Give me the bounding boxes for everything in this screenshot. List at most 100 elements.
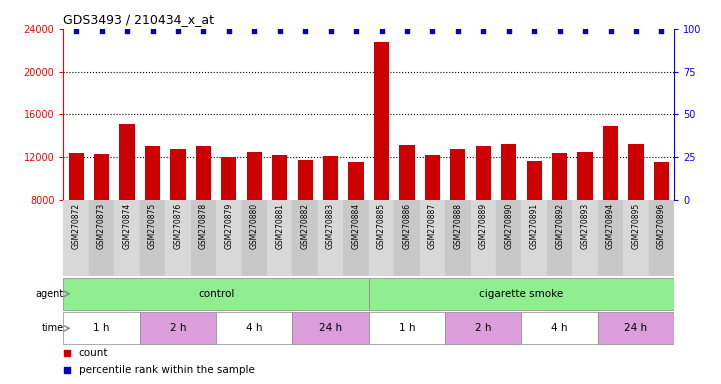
Bar [598,313,674,344]
Point [427,27,438,33]
Bar [89,200,115,276]
Bar [63,200,89,276]
Text: 4 h: 4 h [246,323,262,333]
Text: count: count [79,348,108,358]
Bar [603,126,618,200]
Point [61,350,72,356]
Text: GSM270888: GSM270888 [454,203,462,249]
Bar [471,200,496,276]
Text: percentile rank within the sample: percentile rank within the sample [79,365,255,375]
Point [223,27,234,33]
Bar [425,155,440,200]
Point [376,27,387,33]
Text: GSM270886: GSM270886 [402,203,412,249]
Text: 4 h: 4 h [552,323,568,333]
Point [528,27,540,33]
Text: GSM270889: GSM270889 [479,203,488,249]
Bar [145,146,160,200]
Bar [170,149,185,200]
Point [350,27,362,33]
Bar [190,200,216,276]
Bar [68,153,84,200]
Bar [221,157,236,200]
Bar [343,200,368,276]
Text: GSM270874: GSM270874 [123,203,131,249]
Bar [552,153,567,200]
Point [249,27,260,33]
Bar [120,124,135,200]
Bar [445,313,521,344]
Bar [628,144,644,200]
Bar [242,200,267,276]
Text: GSM270894: GSM270894 [606,203,615,249]
Bar [654,162,669,200]
Bar [501,144,516,200]
Bar [547,200,572,276]
Point [96,27,107,33]
Point [554,27,565,33]
Text: GSM270878: GSM270878 [199,203,208,249]
Text: GSM270893: GSM270893 [580,203,590,249]
Text: GSM270895: GSM270895 [632,203,640,249]
Bar [476,146,491,200]
Text: GSM270875: GSM270875 [148,203,157,249]
Point [71,27,82,33]
Bar [293,313,368,344]
Bar [496,200,521,276]
Point [274,27,286,33]
Text: GSM270883: GSM270883 [326,203,335,249]
Text: GSM270882: GSM270882 [301,203,310,249]
Bar [140,200,165,276]
Bar [374,41,389,200]
Bar [267,200,293,276]
Bar [399,145,415,200]
Point [655,27,667,33]
Point [579,27,590,33]
Point [147,27,159,33]
Bar [94,154,110,200]
Point [198,27,209,33]
Text: GSM270891: GSM270891 [530,203,539,249]
Point [605,27,616,33]
Text: agent: agent [35,289,63,299]
Bar [165,200,190,276]
Bar [598,200,623,276]
Point [477,27,489,33]
Text: 2 h: 2 h [475,323,492,333]
Text: GSM270890: GSM270890 [504,203,513,249]
Text: 2 h: 2 h [169,323,186,333]
Bar [526,161,541,200]
Bar [368,278,674,310]
Bar [623,200,649,276]
Text: GDS3493 / 210434_x_at: GDS3493 / 210434_x_at [63,13,214,26]
Bar [140,313,216,344]
Text: cigarette smoke: cigarette smoke [479,289,564,299]
Bar [216,313,293,344]
Text: GSM270876: GSM270876 [174,203,182,249]
Text: time: time [41,323,63,333]
Bar [450,149,466,200]
Point [630,27,642,33]
Bar [368,200,394,276]
Text: GSM270884: GSM270884 [352,203,360,249]
Point [172,27,184,33]
Bar [420,200,445,276]
Point [325,27,337,33]
Bar [63,313,140,344]
Bar [521,200,547,276]
Bar [578,152,593,200]
Text: GSM270887: GSM270887 [428,203,437,249]
Bar [445,200,471,276]
Text: 1 h: 1 h [399,323,415,333]
Bar [247,152,262,200]
Text: GSM270880: GSM270880 [249,203,259,249]
Bar [293,200,318,276]
Bar [348,162,363,200]
Text: 24 h: 24 h [319,323,342,333]
Bar [298,160,313,200]
Bar [63,278,368,310]
Text: GSM270872: GSM270872 [71,203,81,249]
Bar [323,156,338,200]
Point [503,27,515,33]
Point [452,27,464,33]
